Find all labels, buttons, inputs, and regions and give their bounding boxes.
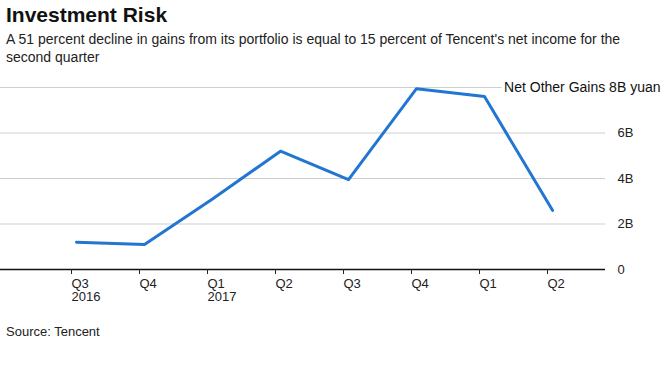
svg-text:4B: 4B (618, 171, 634, 186)
svg-text:Q2: Q2 (548, 276, 565, 291)
svg-text:Net Other Gains 8B yuan: Net Other Gains 8B yuan (504, 79, 660, 95)
html-text:Source: Tencent: Source: Tencent (6, 324, 100, 339)
svg-text:Q32016: Q32016 (72, 276, 101, 304)
svg-text:2B: 2B (618, 216, 634, 231)
svg-text:Q4: Q4 (412, 276, 429, 291)
html-text:Investment Risk: Investment Risk (6, 3, 168, 26)
svg-text:Q4: Q4 (140, 276, 157, 291)
html-text:A 51 percent decline in gains: A 51 percent decline in gains from its p… (6, 31, 621, 65)
svg-text:Q12017: Q12017 (208, 276, 237, 304)
svg-text:Q1: Q1 (480, 276, 497, 291)
svg-text:6B: 6B (618, 125, 634, 140)
svg-text:Q3: Q3 (344, 276, 361, 291)
svg-text:0: 0 (618, 262, 625, 277)
svg-text:Q2: Q2 (276, 276, 293, 291)
